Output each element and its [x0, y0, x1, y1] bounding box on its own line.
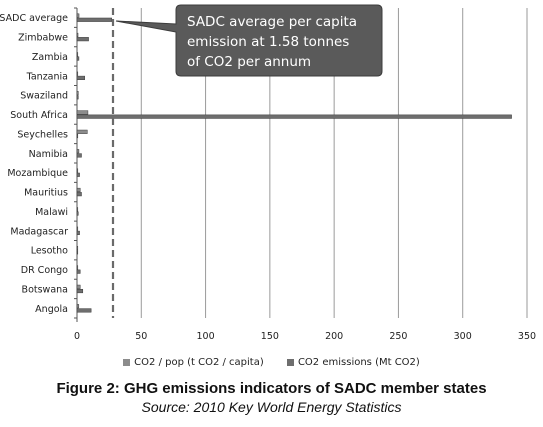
category-labels: SADC average Zimbabwe Zambia Tanzania Swazil… — [0, 7, 77, 315]
bar — [76, 91, 79, 96]
category-label: Lesotho — [31, 246, 68, 257]
callout-box — [115, 4, 383, 77]
callout-line-3: of CO2 per annum — [187, 54, 311, 70]
bar — [76, 207, 79, 212]
bar — [76, 230, 80, 235]
legend-label-emissions: CO2 emissions (Mt CO2) — [297, 357, 420, 368]
bar — [76, 153, 82, 158]
bar — [76, 250, 79, 255]
category-label: Namibia — [29, 149, 68, 160]
category-label: South Africa — [10, 110, 68, 121]
bar — [76, 95, 79, 100]
bar — [76, 32, 79, 38]
x-tick-label: 300 — [454, 331, 472, 342]
bar — [76, 168, 79, 173]
category-label: Botswana — [22, 284, 68, 295]
bar — [76, 13, 80, 18]
callout-line-1: SADC average per capita — [187, 14, 357, 30]
bar — [76, 129, 88, 134]
bar — [76, 246, 79, 251]
figure-caption-title: Figure 2: GHG emissions indicators of SA… — [56, 380, 487, 397]
x-tick-labels: 0 50 100 150 200 250 300 350 — [74, 331, 536, 342]
bar — [76, 284, 81, 289]
x-tick-label: 200 — [325, 331, 343, 342]
figure-caption-source: Source: 2010 Key World Energy Statistics — [141, 399, 402, 415]
bar — [76, 71, 79, 76]
category-label: Zambia — [32, 52, 68, 63]
category-label: Seychelles — [17, 129, 68, 140]
category-label: Zimbabwe — [18, 33, 68, 44]
legend-swatch-per-capita — [123, 358, 131, 366]
bar — [76, 172, 80, 177]
callout-line-2: emission at 1.58 tonnes — [187, 34, 349, 50]
bar — [76, 187, 81, 193]
category-label: Tanzania — [26, 71, 68, 82]
category-label: Madagascar — [10, 226, 68, 237]
legend-item-emissions: CO2 emissions (Mt CO2) — [286, 357, 420, 368]
x-tick-label: 350 — [518, 331, 536, 342]
x-tick-label: 150 — [261, 331, 279, 342]
bar — [76, 149, 80, 154]
bar — [76, 288, 84, 294]
bar — [76, 110, 89, 115]
legend-swatch-emissions — [286, 358, 294, 366]
x-tick-label: 0 — [74, 331, 80, 342]
bar — [76, 304, 80, 309]
legend: CO2 / pop (t CO2 / capita) CO2 emissions… — [0, 357, 543, 368]
bar — [76, 37, 89, 42]
bar — [76, 226, 79, 231]
bar — [76, 75, 85, 80]
bar — [76, 211, 79, 216]
x-tick-label: 50 — [135, 331, 147, 342]
category-label: Angola — [35, 304, 68, 315]
bar — [76, 308, 92, 313]
bar — [76, 265, 79, 270]
x-tick-label: 250 — [389, 331, 407, 342]
category-label: SADC average — [0, 13, 68, 24]
bar — [76, 133, 79, 139]
bar — [76, 17, 112, 22]
category-label: Mauritius — [24, 188, 68, 199]
bar — [76, 192, 82, 197]
category-label: Mozambique — [7, 168, 68, 179]
bar — [76, 56, 80, 61]
category-label: Swaziland — [20, 91, 68, 102]
bar — [76, 114, 512, 119]
legend-label-per-capita: CO2 / pop (t CO2 / capita) — [134, 357, 264, 368]
legend-item-per-capita: CO2 / pop (t CO2 / capita) — [123, 357, 264, 368]
bars — [76, 13, 512, 313]
x-tick-label: 100 — [197, 331, 215, 342]
bar — [76, 269, 81, 274]
category-label: DR Congo — [21, 265, 68, 276]
callout: SADC average per capita emission at 1.58… — [115, 4, 383, 77]
category-label: Malawi — [35, 207, 68, 218]
bar — [76, 52, 79, 57]
